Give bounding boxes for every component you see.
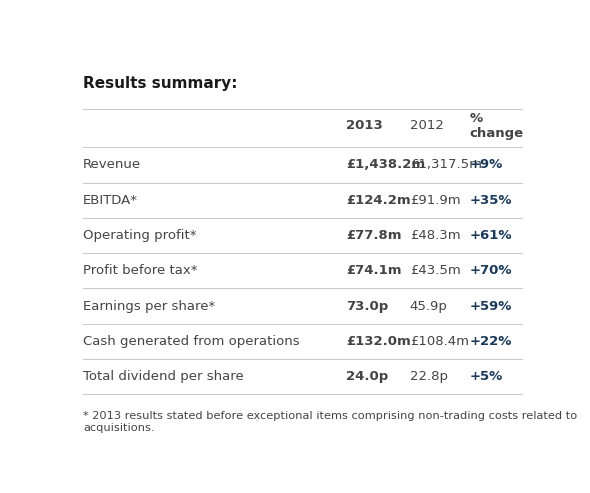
Text: * 2013 results stated before exceptional items comprising non-trading costs rela: * 2013 results stated before exceptional… (83, 412, 577, 433)
Text: Profit before tax*: Profit before tax* (83, 264, 198, 277)
Text: +9%: +9% (469, 158, 503, 172)
Text: Operating profit*: Operating profit* (83, 229, 196, 242)
Text: Earnings per share*: Earnings per share* (83, 300, 215, 313)
Text: £108.4m: £108.4m (410, 335, 469, 348)
Text: +5%: +5% (469, 370, 503, 383)
Text: EBITDA*: EBITDA* (83, 194, 138, 207)
Text: £91.9m: £91.9m (410, 194, 460, 207)
Text: Results summary:: Results summary: (83, 76, 237, 91)
Text: +61%: +61% (469, 229, 512, 242)
Text: 22.8p: 22.8p (410, 370, 448, 383)
Text: £124.2m: £124.2m (346, 194, 411, 207)
Text: 2013: 2013 (346, 119, 382, 133)
Text: £43.5m: £43.5m (410, 264, 461, 277)
Text: £1,438.2m: £1,438.2m (346, 158, 425, 172)
Text: £48.3m: £48.3m (410, 229, 460, 242)
Text: £1,317.5m: £1,317.5m (410, 158, 482, 172)
Text: %
change: % change (469, 112, 523, 140)
Text: Revenue: Revenue (83, 158, 141, 172)
Text: £132.0m: £132.0m (346, 335, 411, 348)
Text: +70%: +70% (469, 264, 512, 277)
Text: £77.8m: £77.8m (346, 229, 401, 242)
Text: +59%: +59% (469, 300, 512, 313)
Text: £74.1m: £74.1m (346, 264, 401, 277)
Text: 73.0p: 73.0p (346, 300, 388, 313)
Text: +22%: +22% (469, 335, 512, 348)
Text: 45.9p: 45.9p (410, 300, 448, 313)
Text: 24.0p: 24.0p (346, 370, 388, 383)
Text: 2012: 2012 (410, 119, 444, 133)
Text: Cash generated from operations: Cash generated from operations (83, 335, 300, 348)
Text: +35%: +35% (469, 194, 512, 207)
Text: Total dividend per share: Total dividend per share (83, 370, 244, 383)
